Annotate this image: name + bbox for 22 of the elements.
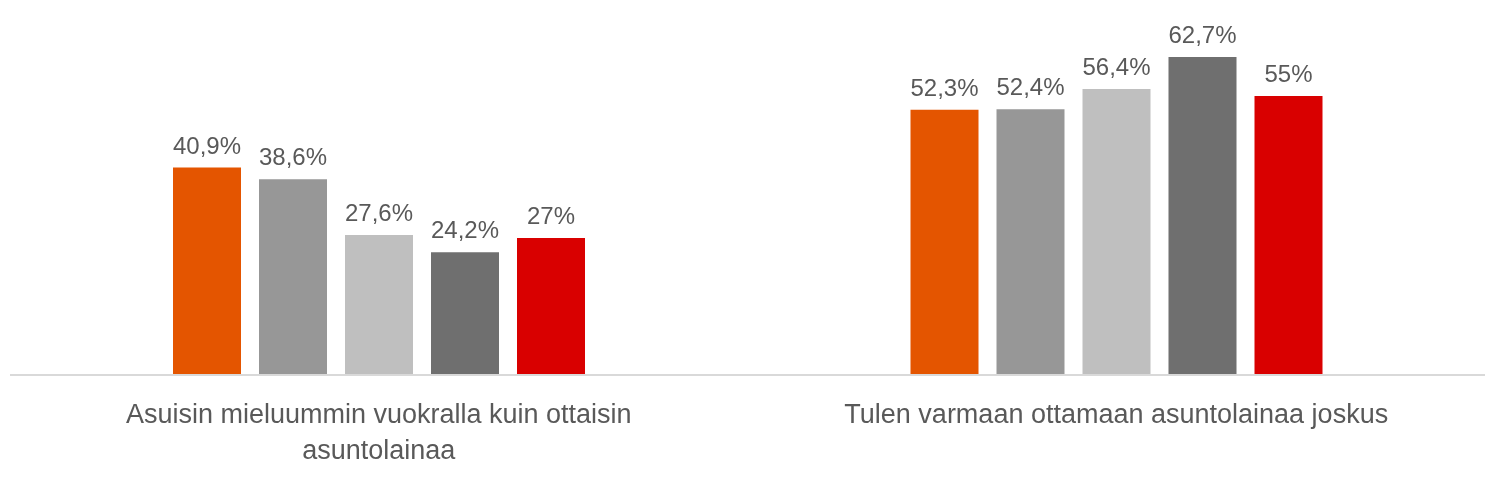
bar <box>259 179 327 375</box>
bar <box>1082 88 1151 375</box>
bar <box>431 252 499 375</box>
bar <box>517 238 585 375</box>
data-label: 52,3% <box>910 73 979 101</box>
data-label: 24,2% <box>430 216 500 244</box>
bar <box>1168 57 1237 375</box>
data-label: 55% <box>1264 60 1313 88</box>
x-tick-label: Asuisin mieluummin vuokralla kuin ottaisin asuntolainaa <box>125 399 632 465</box>
bar <box>345 235 413 375</box>
data-label: 62,7% <box>1168 21 1237 48</box>
data-label: 27% <box>526 202 576 230</box>
data-label: 27,6% <box>344 199 414 227</box>
data-label: 56,4% <box>1082 52 1151 80</box>
data-label: 38,6% <box>258 143 328 171</box>
bar <box>910 109 979 375</box>
bar <box>996 109 1065 375</box>
data-label: 40,9% <box>172 131 242 159</box>
x-tick-label: Tulen varmaan ottamaan asuntolainaa joskus <box>844 399 1389 429</box>
bar <box>173 167 241 375</box>
data-label: 52,4% <box>996 73 1065 101</box>
bar <box>1254 96 1323 375</box>
